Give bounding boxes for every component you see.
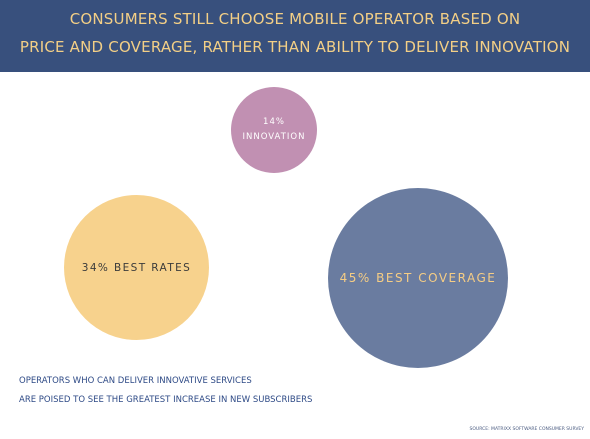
bubble-innovation: 14% INNOVATION — [231, 87, 317, 173]
footnote-line-2: ARE POISED TO SEE THE GREATEST INCREASE … — [19, 395, 313, 405]
bubble-innovation-label: INNOVATION — [242, 132, 306, 142]
chart-title-line-1: CONSUMERS STILL CHOOSE MOBILE OPERATOR B… — [69, 10, 521, 28]
bubble-innovation-value: 14% — [263, 117, 285, 127]
bubble-best-rates-label: 34% BEST RATES — [81, 261, 192, 274]
bubble-best-coverage: 45% BEST COVERAGE — [328, 188, 508, 368]
bubble-best-rates: 34% BEST RATES — [64, 195, 209, 340]
footnote-line-1: OPERATORS WHO CAN DELIVER INNOVATIVE SER… — [19, 376, 252, 386]
source-note: SOURCE: MATRIXX SOFTWARE CONSUMER SURVEY — [469, 427, 584, 432]
header-banner: CONSUMERS STILL CHOOSE MOBILE OPERATOR B… — [0, 0, 590, 72]
chart-title-line-2: PRICE AND COVERAGE, RATHER THAN ABILITY … — [19, 38, 571, 56]
bubble-best-coverage-label: 45% BEST COVERAGE — [339, 271, 497, 285]
